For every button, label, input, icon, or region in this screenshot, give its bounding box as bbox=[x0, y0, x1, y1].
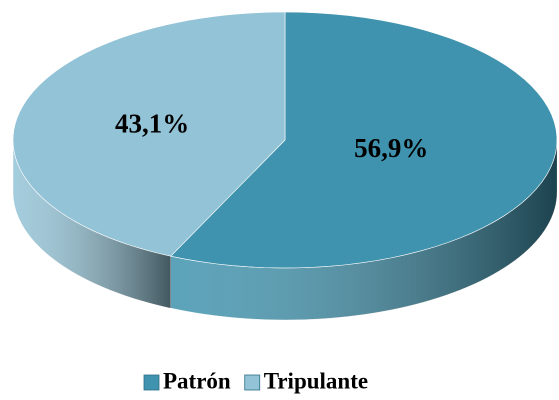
value-label: 43,1% bbox=[115, 108, 189, 138]
pie-side-shade bbox=[13, 140, 171, 309]
legend-swatch bbox=[244, 374, 261, 391]
legend-label: Tripulante bbox=[264, 368, 368, 393]
legend-label: Patrón bbox=[163, 368, 231, 393]
pie-slice bbox=[12, 11, 286, 257]
value-label: 56,9% bbox=[354, 133, 428, 163]
pie-slice bbox=[170, 11, 558, 269]
pie-side-shade bbox=[170, 140, 557, 320]
legend-swatch bbox=[143, 374, 160, 391]
